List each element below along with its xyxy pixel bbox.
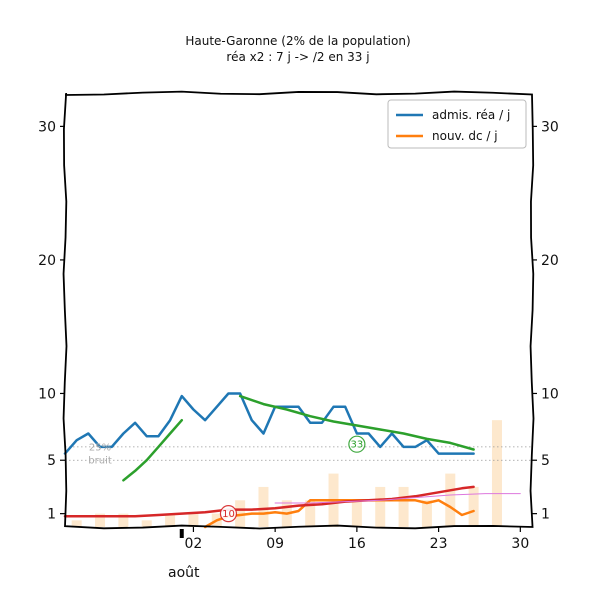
legend: admis. réa / j nouv. dc / j xyxy=(387,99,527,149)
bar xyxy=(188,513,199,527)
annotation-label: bruit xyxy=(88,456,112,467)
series-line xyxy=(122,418,184,482)
bar xyxy=(165,513,176,527)
chart-title: Haute-Garonne (2% de la population) xyxy=(185,34,410,48)
y-tick-label: 5 xyxy=(541,453,550,469)
reference-lines xyxy=(65,446,532,461)
y-tick-label: 5 xyxy=(47,453,56,469)
y-tick-label: 10 xyxy=(541,386,559,402)
y-tick-label: 1 xyxy=(541,507,550,523)
y-axis-right: 1 5 10 20 30 xyxy=(532,119,559,523)
month-label: août xyxy=(168,565,200,581)
series-line xyxy=(203,499,475,529)
legend-label: nouv. dc / j xyxy=(432,129,498,143)
y-tick-label: 20 xyxy=(38,253,56,269)
bar xyxy=(141,520,152,527)
x-tick-label: 16 xyxy=(348,536,366,552)
x-axis: 02 09 16 23 30 août xyxy=(168,527,529,581)
annotation-label: 25% xyxy=(89,442,111,453)
series-line xyxy=(274,493,521,504)
x-tick-label: 02 xyxy=(185,536,203,552)
x-tick-label: 23 xyxy=(430,536,448,552)
y-tick-label: 30 xyxy=(541,119,559,135)
y-tick-label: 10 xyxy=(38,386,56,402)
y-tick-label: 1 xyxy=(47,507,56,523)
x-tick-label: 30 xyxy=(511,536,529,552)
bar xyxy=(95,513,106,527)
series-line xyxy=(63,485,475,518)
bars-layer xyxy=(71,420,502,527)
bar xyxy=(305,500,316,527)
y-axis-left: 1 5 10 20 30 xyxy=(38,119,65,523)
bar xyxy=(398,486,409,527)
bar xyxy=(71,520,82,527)
series-line xyxy=(238,394,475,451)
legend-label: admis. réa / j xyxy=(432,108,510,122)
y-tick-label: 30 xyxy=(38,119,56,135)
annotation-circle xyxy=(348,435,366,453)
x-tick-label: 09 xyxy=(266,536,284,552)
bar xyxy=(375,486,386,527)
series-line xyxy=(63,392,475,455)
series-lines xyxy=(63,392,521,529)
bar xyxy=(351,500,362,527)
bar xyxy=(235,500,246,527)
bar xyxy=(491,420,502,527)
bar xyxy=(118,513,129,527)
annotation-circle xyxy=(219,505,238,523)
bar xyxy=(421,500,432,527)
bar xyxy=(258,486,269,527)
y-tick-label: 20 xyxy=(541,253,559,269)
annotation-label: 10 xyxy=(222,509,235,520)
bar xyxy=(445,473,456,527)
chart-subtitle: réa x2 : 7 j -> /2 en 33 j xyxy=(226,50,369,64)
month-tick-mark xyxy=(179,529,184,538)
bar xyxy=(468,486,479,527)
annotation-label: 33 xyxy=(351,440,364,451)
annotations: 25% bruit 33 10 xyxy=(88,435,366,523)
plot-frame xyxy=(62,90,535,530)
